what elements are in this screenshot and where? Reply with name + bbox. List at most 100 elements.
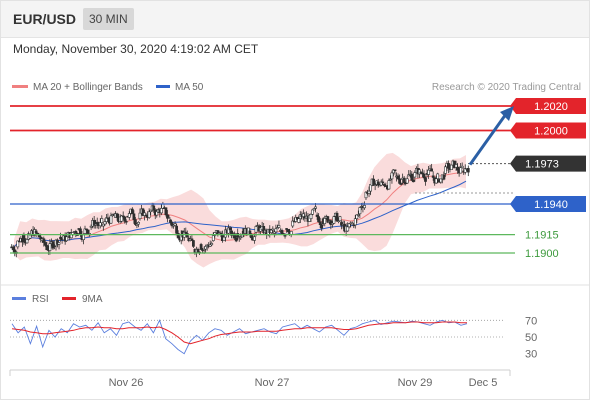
candle-body (424, 177, 427, 182)
candle-body (115, 213, 119, 218)
candle-body (173, 223, 177, 226)
candle-body (137, 222, 140, 225)
candle-body (358, 207, 362, 215)
candle-body (355, 214, 359, 219)
x-tick-label: Nov 26 (109, 377, 144, 389)
candle-body (309, 214, 313, 220)
candle-body (405, 178, 409, 184)
candle-body (274, 228, 278, 233)
candle-body (286, 229, 290, 233)
candle-body (422, 173, 426, 179)
candle-body (239, 236, 243, 239)
candle-body (25, 239, 29, 244)
ma9-legend-swatch (62, 297, 76, 300)
candle-body (184, 231, 188, 234)
candle-body (353, 218, 357, 226)
candle-body (172, 224, 176, 227)
candle-body (138, 212, 142, 220)
resistance-tag (510, 98, 586, 114)
candle-body (373, 184, 377, 186)
resistance-value: 1.2000 (534, 126, 568, 138)
candle-body (57, 242, 61, 245)
rsi-tick-label: 30 (525, 349, 537, 361)
candle-body (160, 208, 163, 214)
candle-body (323, 218, 327, 224)
candle-body (155, 211, 159, 216)
candle-body (337, 220, 340, 222)
report-datetime: Monday, November 30, 2020 4:19:02 AM CET (13, 42, 259, 56)
candle-body (332, 216, 336, 224)
x-tick-label: Nov 27 (255, 377, 290, 389)
candle-body (398, 178, 402, 184)
candle-body (127, 213, 131, 218)
candle-body (317, 216, 321, 223)
candle-body (466, 168, 470, 173)
candle-body (94, 224, 98, 226)
candle-body (253, 236, 256, 241)
candle-body (280, 230, 284, 234)
candle-body (338, 216, 342, 222)
ma9-legend-label: 9MA (82, 294, 103, 305)
candle-body (350, 222, 354, 225)
candle-body (376, 181, 380, 186)
x-tick-label: Nov 29 (398, 377, 433, 389)
header-bar: EUR/USD 30 MIN (1, 1, 589, 38)
candle-body (43, 242, 47, 246)
candle-body (95, 222, 99, 225)
candle-body (240, 234, 244, 238)
candle-body (248, 230, 252, 235)
candle-body (28, 234, 32, 239)
candle-body (192, 240, 195, 247)
candle-body (340, 222, 343, 226)
forecast-arrow-head (500, 106, 514, 121)
forecast-arrow-shaft (468, 113, 508, 166)
candle-body (106, 217, 110, 220)
candle-body (82, 234, 85, 240)
candle-body (167, 217, 171, 219)
candle-body (236, 233, 240, 238)
candle-body (413, 172, 417, 178)
candle-body (460, 165, 464, 168)
candle-body (147, 211, 151, 218)
candle-body (100, 218, 104, 223)
candle-body (330, 222, 334, 225)
candle-body (59, 236, 63, 240)
candle-body (459, 167, 463, 174)
candle-body (190, 238, 194, 241)
support-value: 1.1900 (525, 248, 559, 260)
pivot-value: 1.1940 (534, 199, 568, 211)
candle-body (86, 229, 90, 234)
candle-body (436, 173, 440, 179)
timeframe-button[interactable]: 30 MIN (83, 8, 134, 30)
candle-body (347, 223, 351, 228)
candle-body (434, 178, 438, 184)
candle-body (176, 233, 180, 239)
x-tick-label: Dec 5 (469, 377, 498, 389)
candle-body (318, 221, 322, 226)
candle-body (85, 228, 88, 231)
resistance-value: 1.2020 (534, 101, 568, 113)
candle-body (381, 181, 385, 184)
bollinger-band-fill (14, 152, 466, 268)
support-value: 1.1915 (525, 230, 559, 242)
candle-body (369, 184, 373, 192)
candle-body (109, 215, 113, 224)
candle-body (134, 219, 137, 225)
resistance-tag (510, 122, 586, 139)
candle-body (379, 181, 383, 186)
candle-body (65, 236, 69, 242)
candle-body (289, 231, 293, 235)
candle-body (393, 169, 397, 172)
candle-body (277, 225, 281, 228)
candle-body (271, 228, 275, 231)
candle-body (42, 238, 46, 243)
candle-body (431, 175, 435, 178)
candle-body (103, 221, 107, 225)
candle-body (390, 172, 394, 180)
candle-body (196, 249, 200, 253)
pivot-tag (510, 196, 586, 212)
candle-body (314, 206, 318, 209)
candle-body (230, 230, 234, 236)
candle-body (141, 208, 145, 216)
